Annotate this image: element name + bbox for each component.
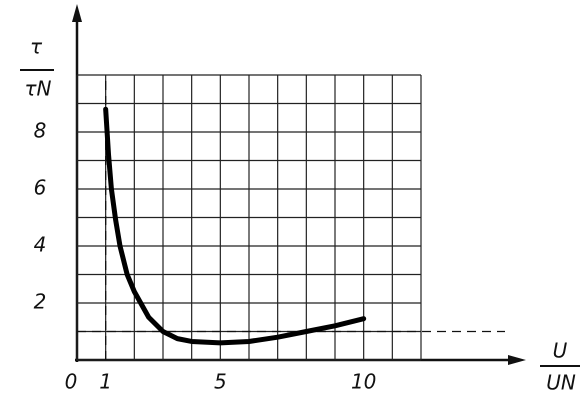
x-tick-label: 10 [351, 370, 376, 394]
y-axis-arrow [72, 4, 82, 22]
y-label-denominator: τN [24, 77, 51, 101]
x-tick-label: 1 [99, 370, 112, 394]
x-label-numerator: U [553, 339, 568, 363]
curve [103, 106, 367, 346]
x-label-denominator: UN [546, 371, 576, 395]
y-label-numerator: τ [30, 35, 43, 59]
x-axis-arrow [508, 355, 526, 365]
y-tick-label: 8 [34, 119, 47, 143]
y-tick-label: 4 [34, 233, 47, 257]
y-tick-label: 2 [34, 290, 47, 314]
y-tick-label: 6 [34, 176, 47, 200]
x-tick-label: 5 [214, 370, 227, 394]
x-tick-label: 0 [65, 370, 78, 394]
